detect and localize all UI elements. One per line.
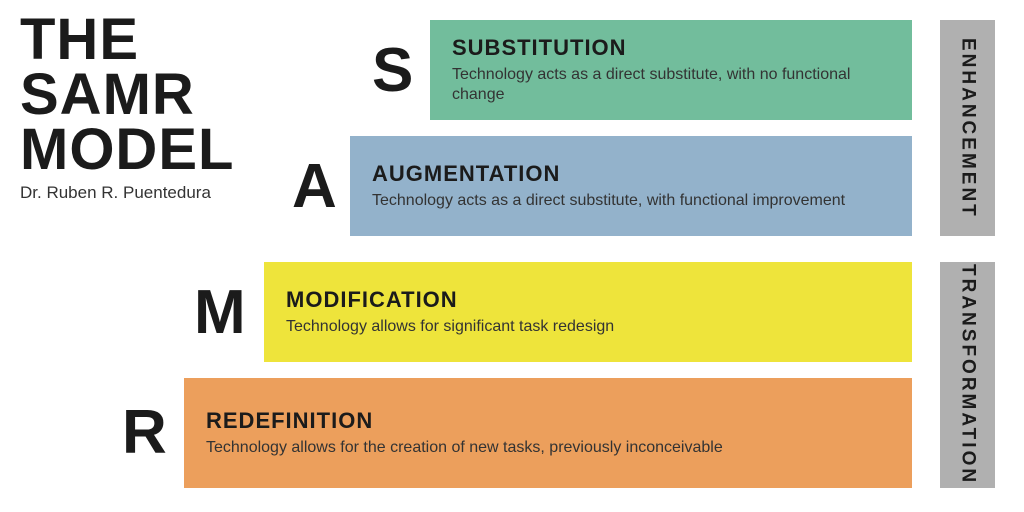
- bar-heading: REDEFINITION: [206, 408, 723, 434]
- letter-m: M: [194, 282, 246, 344]
- bar-heading: SUBSTITUTION: [452, 35, 896, 61]
- side-label-enhancement: ENHANCEMENT: [940, 20, 995, 236]
- bar-content: REDEFINITION Technology allows for the c…: [184, 408, 739, 458]
- bar-description: Technology allows for significant task r…: [286, 317, 614, 337]
- bar-substitution: SUBSTITUTION Technology acts as a direct…: [430, 20, 912, 120]
- letter-r: R: [122, 402, 167, 464]
- samr-diagram: THE SAMR MODEL Dr. Ruben R. Puentedura S…: [0, 0, 1024, 512]
- bar-redefinition: REDEFINITION Technology allows for the c…: [184, 378, 912, 488]
- bar-heading: AUGMENTATION: [372, 161, 845, 187]
- letter-a: A: [292, 156, 337, 218]
- bar-content: MODIFICATION Technology allows for signi…: [264, 287, 630, 337]
- title-line-2: SAMR: [20, 67, 234, 122]
- bar-augmentation: AUGMENTATION Technology acts as a direct…: [350, 136, 912, 236]
- bar-heading: MODIFICATION: [286, 287, 614, 313]
- bar-modification: MODIFICATION Technology allows for signi…: [264, 262, 912, 362]
- title-line-3: MODEL: [20, 122, 234, 177]
- title-block: THE SAMR MODEL Dr. Ruben R. Puentedura: [20, 12, 234, 203]
- bar-description: Technology acts as a direct substitute, …: [452, 65, 896, 106]
- subtitle: Dr. Ruben R. Puentedura: [20, 183, 234, 203]
- title-line-1: THE: [20, 12, 234, 67]
- side-label-text: ENHANCEMENT: [957, 38, 979, 219]
- letter-s: S: [372, 40, 413, 102]
- side-label-text: TRANSFORMATION: [957, 264, 979, 485]
- bar-content: AUGMENTATION Technology acts as a direct…: [350, 161, 861, 211]
- bar-description: Technology acts as a direct substitute, …: [372, 191, 845, 211]
- bar-description: Technology allows for the creation of ne…: [206, 438, 723, 458]
- bar-content: SUBSTITUTION Technology acts as a direct…: [430, 35, 912, 106]
- side-label-transformation: TRANSFORMATION: [940, 262, 995, 488]
